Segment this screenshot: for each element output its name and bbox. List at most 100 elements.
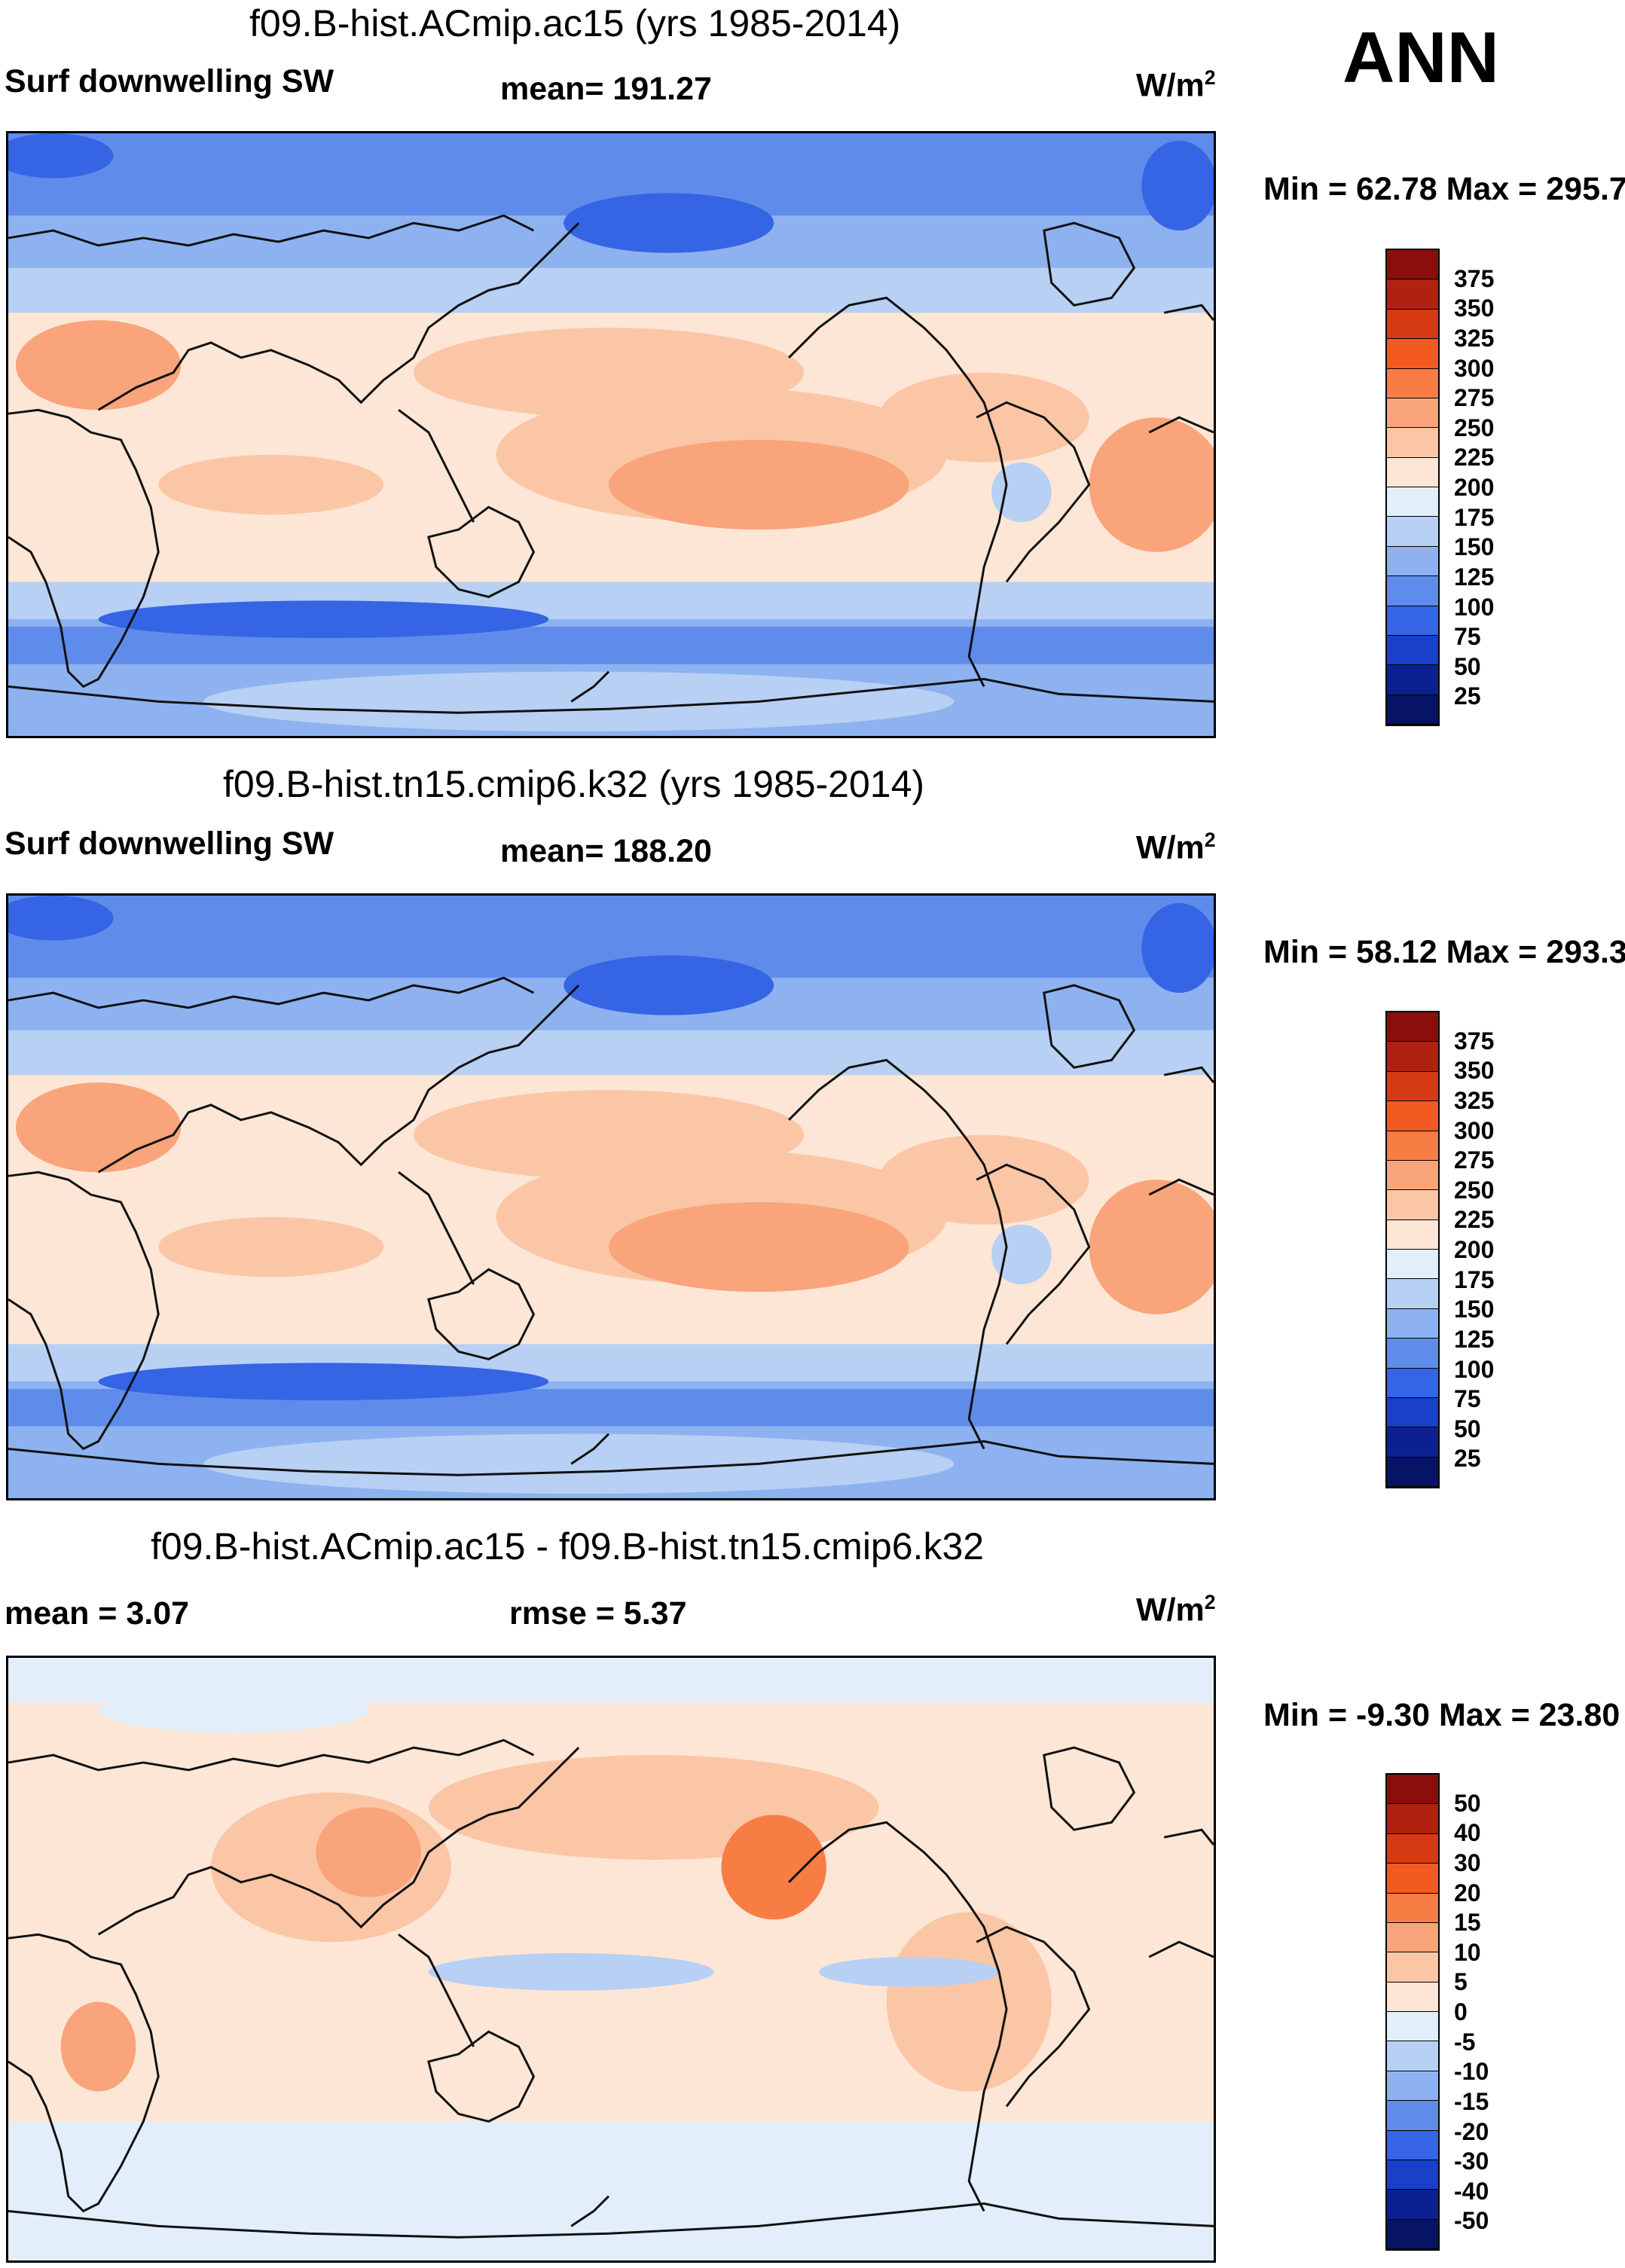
coastline bbox=[427, 1268, 536, 1360]
colorbar-swatch bbox=[1387, 665, 1438, 695]
colorbar-swatch bbox=[1387, 1190, 1438, 1220]
field-band bbox=[8, 1030, 1214, 1076]
coastline bbox=[1043, 221, 1136, 307]
coastline bbox=[570, 2195, 610, 2227]
colorbar-swatch bbox=[1387, 398, 1438, 429]
colorbar-swatch bbox=[1387, 1219, 1438, 1250]
colorbar-tick-label: 250 bbox=[1454, 1176, 1495, 1204]
colorbar-tick-label: 375 bbox=[1454, 1027, 1495, 1055]
colorbar-tick-label: 50 bbox=[1454, 652, 1481, 680]
field-band bbox=[8, 2121, 1214, 2152]
colorbar-swatch bbox=[1387, 1833, 1438, 1864]
colorbar-swatch bbox=[1387, 1775, 1438, 1805]
colorbar-tick-label: 300 bbox=[1454, 354, 1495, 382]
field-region bbox=[609, 439, 909, 530]
colorbar-swatch bbox=[1387, 2130, 1438, 2160]
panel-2-title: f09.B-hist.tn15.cmip6.k32 (yrs 1985-2014… bbox=[223, 763, 925, 805]
coastline bbox=[8, 976, 535, 1009]
colorbar-swatch bbox=[1387, 2012, 1438, 2042]
field-region bbox=[878, 372, 1089, 462]
field-region bbox=[1089, 1180, 1214, 1314]
coastline bbox=[788, 1821, 1008, 2212]
colorbar-swatch bbox=[1387, 1042, 1438, 1072]
field-region bbox=[60, 2001, 136, 2092]
colorbar-tick-label: 250 bbox=[1454, 414, 1495, 441]
colorbar-tick-label: 300 bbox=[1454, 1116, 1495, 1144]
colorbar-swatch bbox=[1387, 606, 1438, 636]
coastline bbox=[97, 1747, 580, 1936]
coastline bbox=[8, 2202, 1214, 2239]
field-band bbox=[8, 267, 1214, 313]
colorbar-tick-label: 375 bbox=[1454, 264, 1495, 292]
field-region bbox=[1141, 902, 1214, 994]
panel-1-variable-label: Surf downwelling SW bbox=[5, 63, 334, 99]
panel-1-map-svg bbox=[8, 133, 1214, 736]
coastline bbox=[570, 1433, 610, 1465]
colorbar-swatch bbox=[1387, 428, 1438, 458]
field-region bbox=[609, 1201, 909, 1293]
colorbar-swatch bbox=[1387, 1893, 1438, 1923]
field-region bbox=[158, 454, 384, 515]
colorbar-tick-label: 350 bbox=[1454, 1057, 1495, 1085]
colorbar-swatch bbox=[1387, 1250, 1438, 1280]
colorbar-swatch bbox=[1387, 1427, 1438, 1458]
field-region bbox=[98, 1363, 549, 1400]
colorbar-tick-label: 75 bbox=[1454, 623, 1481, 651]
coastline bbox=[570, 670, 610, 703]
colorbar-swatch bbox=[1387, 1071, 1438, 1102]
colorbar-swatch bbox=[1387, 487, 1438, 517]
coastline bbox=[8, 214, 535, 247]
field-region bbox=[878, 1134, 1089, 1225]
colorbar-swatch bbox=[1387, 1131, 1438, 1161]
field-region bbox=[721, 1815, 826, 1920]
colorbar-swatch bbox=[1387, 309, 1438, 340]
colorbar-swatch bbox=[1387, 2071, 1438, 2102]
field-region bbox=[564, 193, 774, 253]
colorbar-tick-label: 275 bbox=[1454, 384, 1495, 412]
colorbar-swatch bbox=[1387, 1457, 1438, 1487]
colorbar-swatch bbox=[1387, 250, 1438, 280]
coastline bbox=[1163, 1066, 1214, 1084]
coastline bbox=[427, 505, 536, 598]
colorbar-tick-label: 30 bbox=[1454, 1848, 1481, 1876]
colorbar-tick-label: 200 bbox=[1454, 1236, 1495, 1263]
colorbar-tick-label: 350 bbox=[1454, 295, 1495, 322]
colorbar-swatch bbox=[1387, 1339, 1438, 1369]
colorbar-tick-label: 275 bbox=[1454, 1146, 1495, 1174]
panel-2-variable-label: Surf downwelling SW bbox=[5, 826, 334, 862]
field-region bbox=[564, 955, 774, 1015]
panel-2-mean-label: mean= 188.20 bbox=[500, 833, 712, 869]
colorbar-tick-label: -20 bbox=[1454, 2117, 1489, 2145]
coastline bbox=[398, 1934, 475, 2047]
field-region bbox=[8, 896, 114, 941]
coastline bbox=[8, 1171, 160, 1451]
colorbar-swatch bbox=[1387, 1160, 1438, 1191]
colorbar-tick-label: -40 bbox=[1454, 2177, 1489, 2205]
coastline bbox=[1148, 416, 1214, 434]
field-region bbox=[428, 1953, 714, 1991]
field-region bbox=[15, 1082, 182, 1173]
panel-1-colorbar bbox=[1385, 249, 1440, 726]
panel-1-units: W/m2 bbox=[1136, 66, 1216, 104]
colorbar-swatch bbox=[1387, 279, 1438, 310]
coastline bbox=[97, 984, 580, 1174]
colorbar-tick-label: 125 bbox=[1454, 563, 1495, 591]
colorbar-tick-label: 50 bbox=[1454, 1415, 1481, 1442]
panel-3-colorbar bbox=[1385, 1773, 1440, 2251]
coastline bbox=[8, 1738, 535, 1772]
coastline bbox=[788, 1058, 1008, 1450]
colorbar-tick-label: 175 bbox=[1454, 1265, 1495, 1293]
field-region bbox=[203, 671, 955, 732]
colorbar-tick-label: -10 bbox=[1454, 2058, 1489, 2086]
coastline bbox=[976, 401, 1091, 583]
panel-3-units: W/m2 bbox=[1136, 1591, 1216, 1629]
panel-3-map bbox=[6, 1656, 1216, 2263]
field-region bbox=[15, 320, 182, 411]
field-region bbox=[8, 133, 114, 179]
colorbar-swatch bbox=[1387, 1922, 1438, 1953]
colorbar-swatch bbox=[1387, 1012, 1438, 1042]
colorbar-swatch bbox=[1387, 576, 1438, 606]
colorbar-tick-label: 325 bbox=[1454, 324, 1495, 352]
panel-2-map bbox=[6, 893, 1216, 1500]
coastline bbox=[1148, 1178, 1214, 1196]
